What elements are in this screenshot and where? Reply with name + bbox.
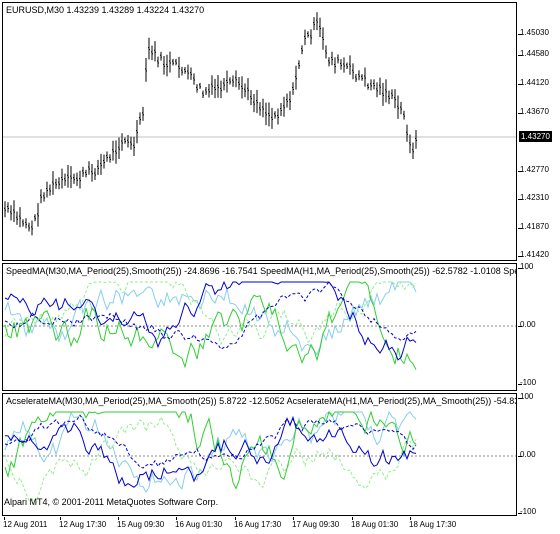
acceleratema-green-line [4,410,417,490]
speedma-dashed-blue-line [4,281,417,350]
price-tick-label: 1.44120 [520,78,549,87]
time-label: 18 Aug 17:30 [409,520,457,529]
time-label: 15 Aug 09:30 [117,520,165,529]
acceleratema-blue-line [4,415,417,488]
price-scale[interactable]: 1.45030 1.44580 1.44120 1.43670 1.43270 … [518,0,560,520]
speedma-pane-title: SpeedMA(M30,MA_Period(25),Smooth(25)) -2… [6,266,517,276]
acceleratema-tick-label: 0.00 [520,450,536,459]
acceleratema-light-green-line [4,415,417,508]
time-label: 18 Aug 01:30 [351,520,399,529]
time-label: 12 Aug 17:30 [59,520,107,529]
time-label: 16 Aug 17:30 [234,520,282,529]
price-candlestick-plot[interactable] [3,3,517,261]
price-pane-title: EURUSD,M30 1.43239 1.43289 1.43224 1.432… [6,5,205,15]
price-tick-label: 1.41870 [520,222,549,231]
time-label: 16 Aug 01:30 [175,520,223,529]
acceleratema-dashed-blue-line [4,414,417,469]
speedma-light-blue-line [4,280,417,356]
price-tick-label: 1.42310 [520,193,549,202]
acceleratema-pane-title: AcselerateMA(M30,MA_Period(25),MA_Smooth… [6,396,517,406]
speedma-tick-label: 100 [520,262,534,271]
price-tick-label: 1.42770 [520,165,549,174]
time-label: 12 Aug 2011 [3,520,48,529]
price-tick-label: 1.45030 [520,28,549,37]
speedma-indicator-pane[interactable]: SpeedMA(M30,MA_Period(25),Smooth(25)) -2… [2,263,517,391]
time-label: 17 Aug 09:30 [292,520,340,529]
price-tick-label: 1.43670 [520,107,549,116]
price-tick-label: 1.41420 [520,250,549,259]
acceleratema-lines-plot[interactable] [3,394,517,516]
speedma-lines-plot[interactable] [3,264,517,391]
price-chart-pane[interactable]: EURUSD,M30 1.43239 1.43289 1.43224 1.432… [2,2,517,261]
acceleratema-tick-label: -100 [520,507,537,516]
speedma-tick-label: 0.00 [520,320,536,329]
speedma-tick-label: -100 [520,378,537,387]
acceleratema-indicator-pane[interactable]: AcselerateMA(M30,MA_Period(25),MA_Smooth… [2,393,517,516]
price-tick-label: 1.44580 [520,49,549,58]
acceleratema-tick-label: 100 [520,392,534,401]
current-price-tag: 1.43270 [519,131,552,142]
speedma-green-line [4,281,417,370]
copyright-footer: Alpari MT4, © 2001-2011 MetaQuotes Softw… [4,497,219,507]
speedma-light-green-line [4,280,417,346]
time-axis[interactable]: 12 Aug 2011 12 Aug 17:30 15 Aug 09:30 16… [0,517,520,534]
speedma-blue-line [4,280,417,361]
